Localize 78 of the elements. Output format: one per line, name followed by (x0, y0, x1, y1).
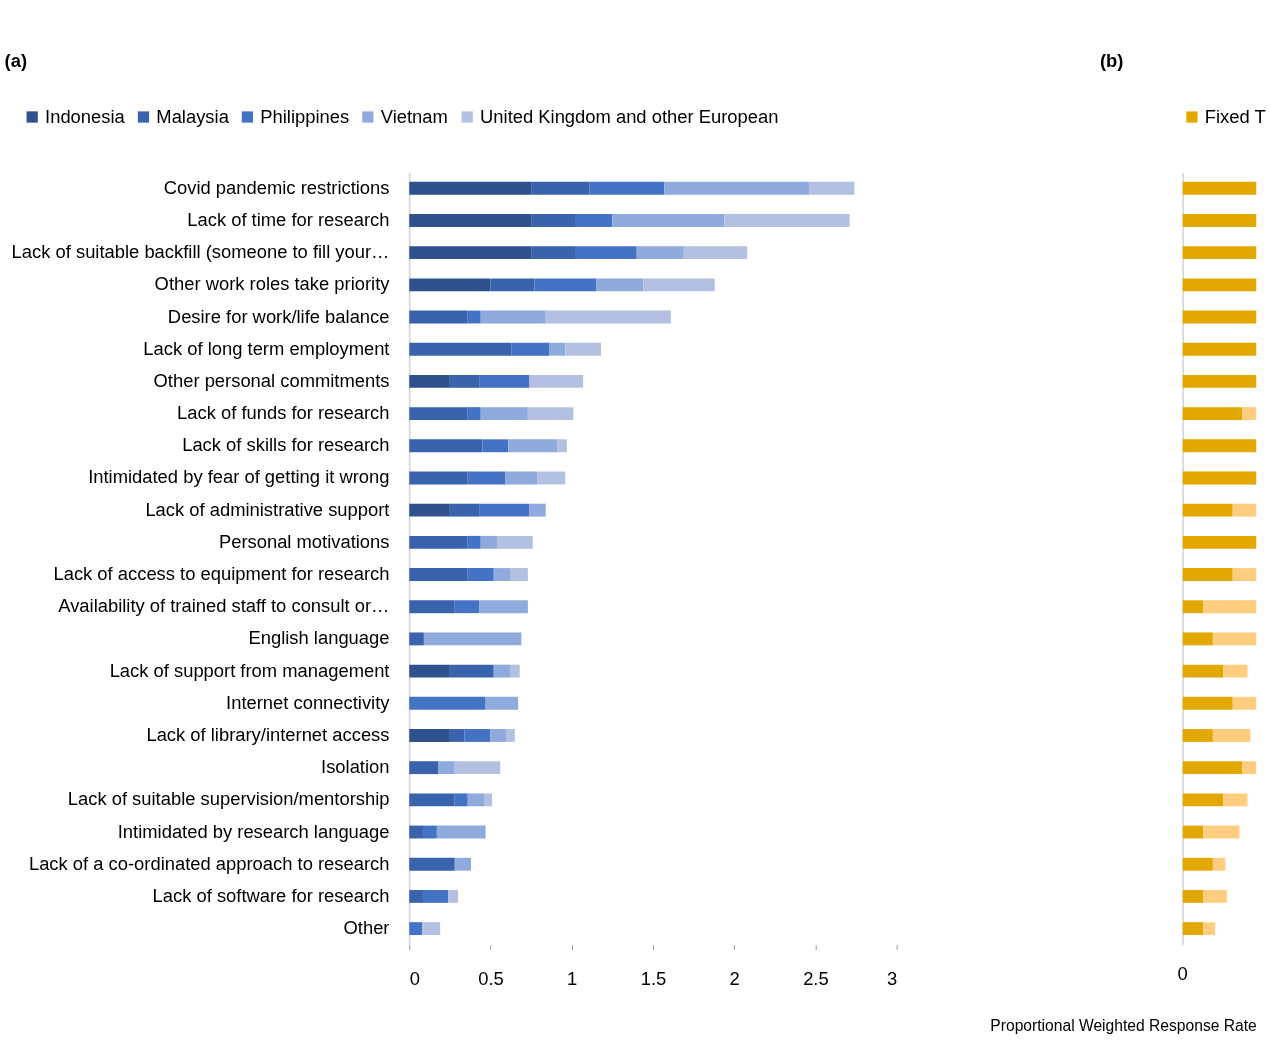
legend-label: Fixed T (1204, 105, 1266, 127)
bar (1212, 632, 1257, 646)
bar (1203, 889, 1227, 903)
y-tick-label: Desire for work/life balance (167, 305, 390, 327)
bar (1232, 696, 1257, 710)
y-tick-label: Lack of suitable supervision/mentorship (67, 788, 390, 810)
bar (1203, 825, 1240, 839)
legend-label: Malaysia (156, 105, 230, 127)
legend-label: Vietnam (380, 105, 448, 127)
y-tick-label: Lack of funds for research (177, 402, 390, 424)
bar (1182, 246, 1257, 260)
y-tick-label: Internet connectivity (226, 691, 391, 713)
legend-label: Indonesia (45, 105, 126, 127)
y-tick-label: Covid pandemic restrictions (163, 176, 390, 198)
bar (1212, 729, 1251, 742)
bar (1182, 374, 1257, 388)
bar (1182, 761, 1243, 775)
bar (1223, 664, 1248, 678)
bar (1182, 889, 1204, 903)
bar (1182, 310, 1257, 324)
bar (1203, 600, 1257, 614)
bar (1182, 503, 1233, 517)
y-tick-label: Isolation (321, 756, 390, 778)
bar (1242, 407, 1257, 421)
x-tick-label: 2.5 (803, 967, 829, 989)
y-tick-label: Other personal commitments (153, 369, 390, 391)
y-tick-label: Lack of skills for research (182, 434, 390, 456)
y-tick-label: Lack of time for research (187, 208, 390, 230)
y-tick-label: Lack of library/internet access (146, 723, 390, 745)
x-axis-title: Proportional Weighted Response Rate (990, 1016, 1257, 1034)
legend-label: Philippines (260, 105, 350, 127)
chart-title: (b) (1099, 50, 1124, 72)
bar (1182, 696, 1233, 710)
bar (1182, 793, 1224, 807)
x-tick-label: 0.5 (478, 967, 504, 989)
bar (1182, 922, 1204, 936)
bar (1182, 278, 1257, 292)
bar (1182, 825, 1204, 839)
bar (1182, 729, 1213, 742)
x-tick-label: 0 (409, 967, 420, 989)
x-tick-label: 1 (567, 967, 578, 989)
bar (1212, 857, 1226, 871)
y-tick-label: English language (248, 627, 390, 649)
bar (1182, 600, 1204, 614)
bar (1182, 439, 1257, 453)
bar (1232, 503, 1257, 517)
bar (1182, 857, 1213, 871)
bar (1182, 342, 1257, 356)
x-tick-label: 3 (886, 967, 898, 989)
y-tick-label: Lack of long term employment (143, 337, 390, 359)
legend-label: United Kingdom and other European (480, 105, 779, 127)
bar (1182, 568, 1233, 581)
x-tick-label: 1.5 (640, 967, 667, 989)
bar (1223, 793, 1248, 807)
y-tick-label: Lack of administrative support (145, 498, 390, 520)
y-tick-label: Other work roles take priority (154, 273, 391, 295)
x-tick-label: 2 (729, 967, 740, 989)
bar (1242, 761, 1257, 775)
bar (1203, 922, 1216, 936)
bar (1182, 407, 1243, 421)
text: (a) (4, 50, 28, 72)
y-tick-label: Lack of suitable backfill (someone to fill your… (11, 241, 390, 263)
y-tick-label: Lack of support from management (109, 659, 390, 681)
y-tick-label: Other (343, 917, 390, 939)
y-tick-label: Intimidated by research language (117, 820, 390, 842)
bar (1182, 181, 1257, 195)
y-tick-label: Lack of software for research (152, 884, 390, 906)
bar (1182, 664, 1224, 678)
bar (1232, 568, 1257, 581)
bar (1182, 535, 1257, 549)
bar (1182, 632, 1213, 646)
y-tick-label: Availability of trained staff to consult or… (58, 595, 390, 617)
bar (1182, 471, 1257, 485)
bar (1182, 214, 1257, 227)
y-tick-label: Lack of access to equipment for research (53, 563, 390, 585)
y-tick-label: Personal motivations (218, 530, 390, 552)
y-tick-label: Lack of a co-ordinated approach to research (28, 852, 390, 874)
y-tick-label: Intimidated by fear of getting it wrong (88, 466, 390, 488)
